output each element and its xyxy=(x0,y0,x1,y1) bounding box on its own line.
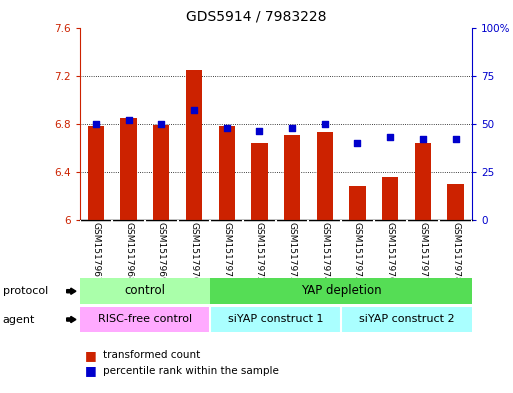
Text: control: control xyxy=(125,284,165,297)
Point xyxy=(92,121,100,127)
Point xyxy=(125,117,133,123)
Text: ■: ■ xyxy=(85,364,96,378)
Text: ■: ■ xyxy=(85,349,96,362)
Text: GSM1517973: GSM1517973 xyxy=(288,222,297,283)
Text: GSM1517974: GSM1517974 xyxy=(320,222,329,283)
Point xyxy=(157,121,165,127)
Text: agent: agent xyxy=(3,314,35,325)
Bar xyxy=(349,186,366,220)
Text: siYAP construct 1: siYAP construct 1 xyxy=(228,314,324,324)
Bar xyxy=(88,126,104,220)
Bar xyxy=(210,279,472,304)
Text: GSM1517975: GSM1517975 xyxy=(353,222,362,283)
Text: GSM1517977: GSM1517977 xyxy=(419,222,427,283)
Text: protocol: protocol xyxy=(3,286,48,296)
Text: GDS5914 / 7983228: GDS5914 / 7983228 xyxy=(186,10,327,24)
Bar xyxy=(210,307,341,332)
Point xyxy=(386,134,394,140)
Bar xyxy=(219,126,235,220)
Text: siYAP construct 2: siYAP construct 2 xyxy=(359,314,455,324)
Text: GSM1517968: GSM1517968 xyxy=(124,222,133,283)
Bar xyxy=(382,177,399,220)
Text: GSM1517969: GSM1517969 xyxy=(157,222,166,283)
Bar xyxy=(415,143,431,220)
Text: YAP depletion: YAP depletion xyxy=(301,284,382,297)
Bar xyxy=(317,132,333,220)
Point xyxy=(223,125,231,131)
Text: GSM1517971: GSM1517971 xyxy=(222,222,231,283)
Point xyxy=(190,107,198,114)
Bar xyxy=(80,279,210,304)
Bar xyxy=(251,143,268,220)
Bar xyxy=(284,135,300,220)
Point xyxy=(353,140,362,146)
Bar xyxy=(80,307,210,332)
Bar xyxy=(341,307,472,332)
Point xyxy=(451,136,460,142)
Point xyxy=(255,129,264,135)
Text: GSM1517976: GSM1517976 xyxy=(386,222,394,283)
Bar xyxy=(153,125,169,220)
Text: percentile rank within the sample: percentile rank within the sample xyxy=(103,366,279,376)
Text: GSM1517970: GSM1517970 xyxy=(189,222,199,283)
Point xyxy=(288,125,296,131)
Text: transformed count: transformed count xyxy=(103,350,200,360)
Point xyxy=(321,121,329,127)
Text: GSM1517978: GSM1517978 xyxy=(451,222,460,283)
Bar xyxy=(121,118,137,220)
Bar xyxy=(447,184,464,220)
Text: RISC-free control: RISC-free control xyxy=(98,314,192,324)
Text: GSM1517972: GSM1517972 xyxy=(255,222,264,283)
Point xyxy=(419,136,427,142)
Text: GSM1517967: GSM1517967 xyxy=(91,222,101,283)
Bar xyxy=(186,70,202,220)
